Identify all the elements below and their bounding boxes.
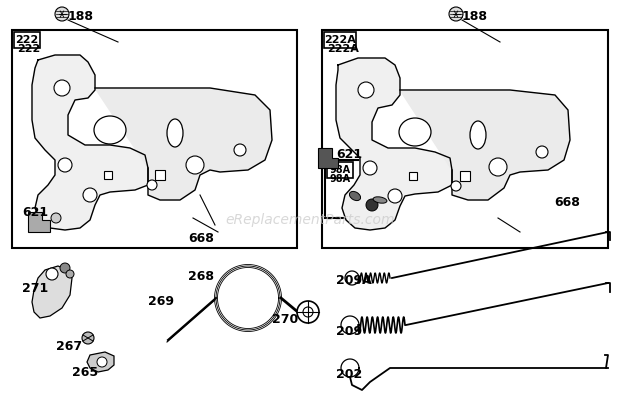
Text: 202: 202	[336, 368, 362, 381]
Text: eReplacementParts.com: eReplacementParts.com	[225, 213, 395, 227]
Polygon shape	[28, 212, 50, 232]
Text: 268: 268	[188, 270, 214, 283]
Polygon shape	[318, 148, 338, 168]
Polygon shape	[95, 88, 272, 200]
Ellipse shape	[167, 119, 183, 147]
Circle shape	[55, 7, 69, 21]
Polygon shape	[400, 90, 570, 200]
Text: 267: 267	[56, 340, 82, 353]
Polygon shape	[32, 266, 72, 318]
Polygon shape	[87, 352, 114, 372]
Bar	[409, 172, 417, 180]
Text: 621: 621	[22, 206, 48, 219]
Text: 188: 188	[68, 10, 94, 23]
Bar	[155, 170, 165, 180]
Circle shape	[536, 146, 548, 158]
Text: 209A: 209A	[336, 274, 372, 287]
Circle shape	[451, 181, 461, 191]
Circle shape	[388, 189, 402, 203]
Circle shape	[97, 357, 107, 367]
Circle shape	[234, 144, 246, 156]
Circle shape	[66, 270, 74, 278]
Circle shape	[54, 80, 70, 96]
Text: 621: 621	[336, 148, 362, 161]
Bar	[324, 32, 356, 48]
Circle shape	[46, 268, 58, 280]
Text: 209: 209	[336, 325, 362, 338]
Text: 222: 222	[16, 35, 38, 45]
Bar	[460, 171, 470, 181]
Bar	[325, 160, 395, 218]
Text: 188: 188	[462, 10, 488, 23]
Circle shape	[303, 307, 313, 317]
Circle shape	[449, 7, 463, 21]
Circle shape	[489, 158, 507, 176]
Text: 222: 222	[17, 44, 40, 54]
Circle shape	[186, 156, 204, 174]
Circle shape	[366, 199, 378, 211]
Ellipse shape	[399, 118, 431, 146]
Ellipse shape	[350, 191, 361, 201]
Text: 269: 269	[148, 295, 174, 308]
Polygon shape	[32, 55, 148, 230]
Circle shape	[83, 188, 97, 202]
Text: 668: 668	[554, 196, 580, 209]
Ellipse shape	[470, 121, 486, 149]
Bar	[12, 30, 297, 248]
Circle shape	[51, 213, 61, 223]
Text: 222A: 222A	[327, 44, 359, 54]
Text: 271: 271	[22, 282, 48, 295]
Circle shape	[58, 158, 72, 172]
Circle shape	[147, 180, 157, 190]
Circle shape	[82, 332, 94, 344]
Ellipse shape	[94, 116, 126, 144]
Bar	[104, 171, 112, 179]
Circle shape	[363, 161, 377, 175]
Circle shape	[297, 301, 319, 323]
Polygon shape	[336, 58, 452, 230]
Text: 270: 270	[272, 313, 298, 326]
Ellipse shape	[373, 197, 387, 203]
Bar	[327, 162, 353, 178]
Bar	[322, 30, 608, 248]
Text: 98A: 98A	[330, 174, 351, 184]
Text: 98A: 98A	[329, 165, 350, 175]
Text: 222A: 222A	[324, 35, 356, 45]
Text: 265: 265	[72, 366, 98, 379]
Circle shape	[60, 263, 70, 273]
Text: 668: 668	[188, 232, 214, 245]
Circle shape	[358, 82, 374, 98]
Bar	[14, 32, 40, 48]
